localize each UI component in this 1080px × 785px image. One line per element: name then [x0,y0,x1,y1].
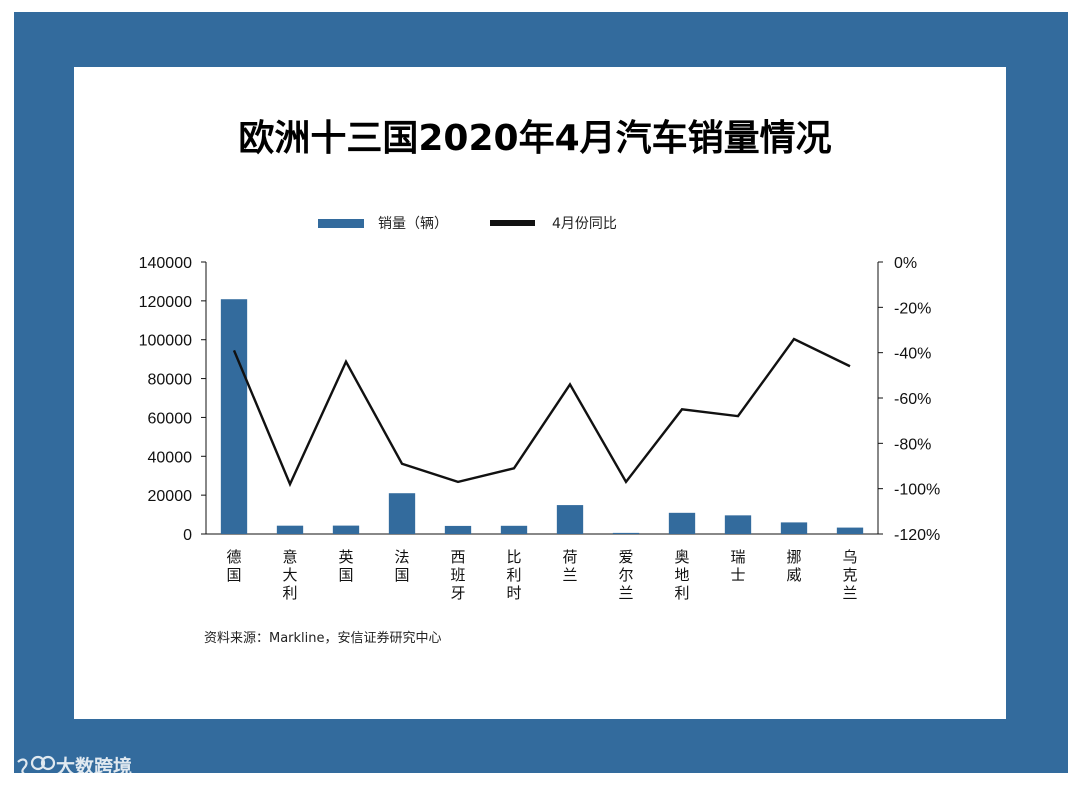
category-labels: 德国 意大利 英国 法国 西班牙 比利时 荷兰 爱尔兰 奥地利 瑞士 挪威 乌克兰 [226,548,857,602]
category-label: 西班牙 [450,548,465,602]
legend: 销量（辆） 4月份同比 [318,216,617,232]
source-note: 资料来源：Markline，安信证券研究中心 [204,630,442,646]
category-label: 英国 [338,548,353,584]
watermark-text: 大数跨境 [56,755,132,778]
bar [612,532,640,534]
left-tick-label: 80000 [148,372,193,389]
bar [556,505,584,534]
category-label: 德国 [226,548,241,584]
bar [332,525,360,534]
left-tick-label: 140000 [139,255,192,272]
category-label: 奥地利 [674,548,689,602]
left-tick-label: 40000 [148,449,193,466]
bar [388,493,416,534]
axes [205,262,879,535]
right-tick-label: -120% [894,527,940,544]
right-tick-label: -100% [894,482,940,499]
right-tick-label: -60% [894,391,931,408]
legend-line-label: 4月份同比 [552,216,617,232]
bar [500,525,528,534]
legend-line-swatch [490,220,535,226]
bar [220,299,248,534]
right-tick-label: -20% [894,300,931,317]
bar [836,527,864,534]
left-axis-ticks: 0 20000 40000 60000 80000 100000 120000 140000 [139,255,206,544]
category-label: 意大利 [282,548,297,602]
right-axis-ticks: 0% -20% -40% -60% -80% -100% -120% [878,255,940,544]
category-label: 比利时 [506,548,521,602]
left-tick-label: 60000 [148,410,193,427]
category-label: 荷兰 [562,548,577,584]
category-label: 瑞士 [730,548,745,584]
chart-title: 欧洲十三国2020年4月汽车销量情况 [238,118,831,159]
left-tick-label: 120000 [139,294,192,311]
right-tick-label: -40% [894,346,931,363]
legend-bar-swatch [318,219,364,228]
bar [276,525,304,534]
left-tick-label: 100000 [139,333,192,350]
left-tick-label: 0 [183,527,192,544]
category-label: 乌克兰 [842,548,857,602]
logo-icon [10,755,56,776]
yoy-line [232,337,851,488]
watermark: 大数跨境 [10,755,132,778]
legend-bar-label: 销量（辆） [378,216,448,232]
category-label: 挪威 [786,548,801,584]
bar [724,515,752,534]
category-label: 法国 [394,548,409,584]
line-series [232,337,851,488]
left-tick-label: 20000 [148,488,193,505]
right-tick-label: -80% [894,436,931,453]
bar [444,525,472,534]
bar-series [220,299,864,534]
category-label: 爱尔兰 [618,548,633,602]
bar [780,522,808,534]
right-tick-label: 0% [894,255,917,272]
bar [668,512,696,534]
